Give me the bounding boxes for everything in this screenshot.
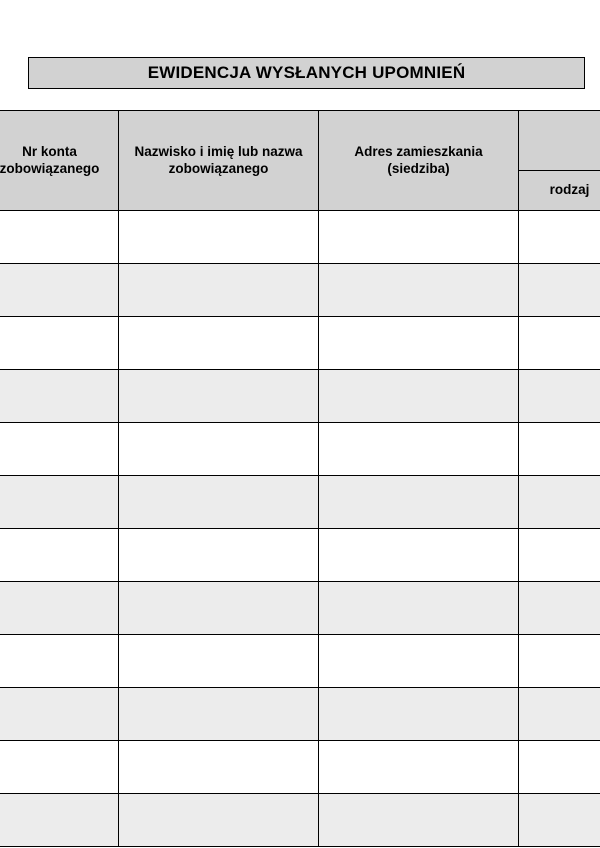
cell xyxy=(0,370,119,423)
table-row xyxy=(0,317,600,370)
cell xyxy=(0,317,119,370)
cell xyxy=(319,476,519,529)
col-header-type: rodzaj xyxy=(519,171,600,211)
cell xyxy=(319,211,519,264)
cell xyxy=(0,741,119,794)
cell xyxy=(0,635,119,688)
table-body xyxy=(0,211,600,847)
cell xyxy=(519,476,600,529)
col-header-account: Nr konta zobowiązanego xyxy=(0,111,119,211)
cell xyxy=(119,211,319,264)
cell xyxy=(0,582,119,635)
table-row xyxy=(0,635,600,688)
table-row xyxy=(0,423,600,476)
table-header: Nr konta zobowiązanego Nazwisko i imię l… xyxy=(0,111,600,211)
table-row xyxy=(0,582,600,635)
table-row xyxy=(0,211,600,264)
table-row xyxy=(0,529,600,582)
table-row xyxy=(0,264,600,317)
cell xyxy=(519,794,600,847)
cell xyxy=(119,582,319,635)
cell xyxy=(119,741,319,794)
col-header-address-label: Adres zamieszkania (siedziba) xyxy=(319,144,518,178)
cell xyxy=(0,688,119,741)
cell xyxy=(119,688,319,741)
cell xyxy=(519,211,600,264)
cell xyxy=(0,211,119,264)
col-header-address: Adres zamieszkania (siedziba) xyxy=(319,111,519,211)
cell xyxy=(319,582,519,635)
document-page: EWIDENCJA WYSŁANYCH UPOMNIEŃ Nr konta zo… xyxy=(0,0,600,848)
col-header-account-label: Nr konta zobowiązanego xyxy=(0,144,118,178)
cell xyxy=(319,529,519,582)
cell xyxy=(119,794,319,847)
table-row xyxy=(0,688,600,741)
cell xyxy=(319,370,519,423)
cell xyxy=(319,635,519,688)
cell xyxy=(319,264,519,317)
cell xyxy=(319,423,519,476)
cell xyxy=(119,317,319,370)
table-row xyxy=(0,741,600,794)
cell xyxy=(319,741,519,794)
col-header-type-label: rodzaj xyxy=(519,182,600,199)
cell xyxy=(319,688,519,741)
document-title: EWIDENCJA WYSŁANYCH UPOMNIEŃ xyxy=(148,63,466,83)
cell xyxy=(119,264,319,317)
cell xyxy=(519,688,600,741)
cell xyxy=(519,423,600,476)
cell xyxy=(519,370,600,423)
cell xyxy=(119,423,319,476)
cell xyxy=(319,794,519,847)
cell xyxy=(519,635,600,688)
cell xyxy=(119,476,319,529)
cell xyxy=(0,264,119,317)
cell xyxy=(119,635,319,688)
cell xyxy=(0,529,119,582)
cell xyxy=(519,741,600,794)
cell xyxy=(119,370,319,423)
cell xyxy=(519,264,600,317)
cell xyxy=(119,529,319,582)
cell xyxy=(0,476,119,529)
col-header-name: Nazwisko i imię lub nazwa zobowiązanego xyxy=(119,111,319,211)
reminders-table: Nr konta zobowiązanego Nazwisko i imię l… xyxy=(0,110,600,847)
table-header-row-1: Nr konta zobowiązanego Nazwisko i imię l… xyxy=(0,111,600,171)
cell xyxy=(519,529,600,582)
table-row xyxy=(0,370,600,423)
cell xyxy=(319,317,519,370)
cell xyxy=(519,317,600,370)
col-header-name-label: Nazwisko i imię lub nazwa zobowiązanego xyxy=(119,144,318,178)
cell xyxy=(519,582,600,635)
table-row xyxy=(0,794,600,847)
cell xyxy=(0,423,119,476)
document-title-bar: EWIDENCJA WYSŁANYCH UPOMNIEŃ xyxy=(28,57,585,89)
cell xyxy=(0,794,119,847)
table-row xyxy=(0,476,600,529)
col-header-group-top xyxy=(519,111,600,171)
table-container: Nr konta zobowiązanego Nazwisko i imię l… xyxy=(0,110,600,847)
